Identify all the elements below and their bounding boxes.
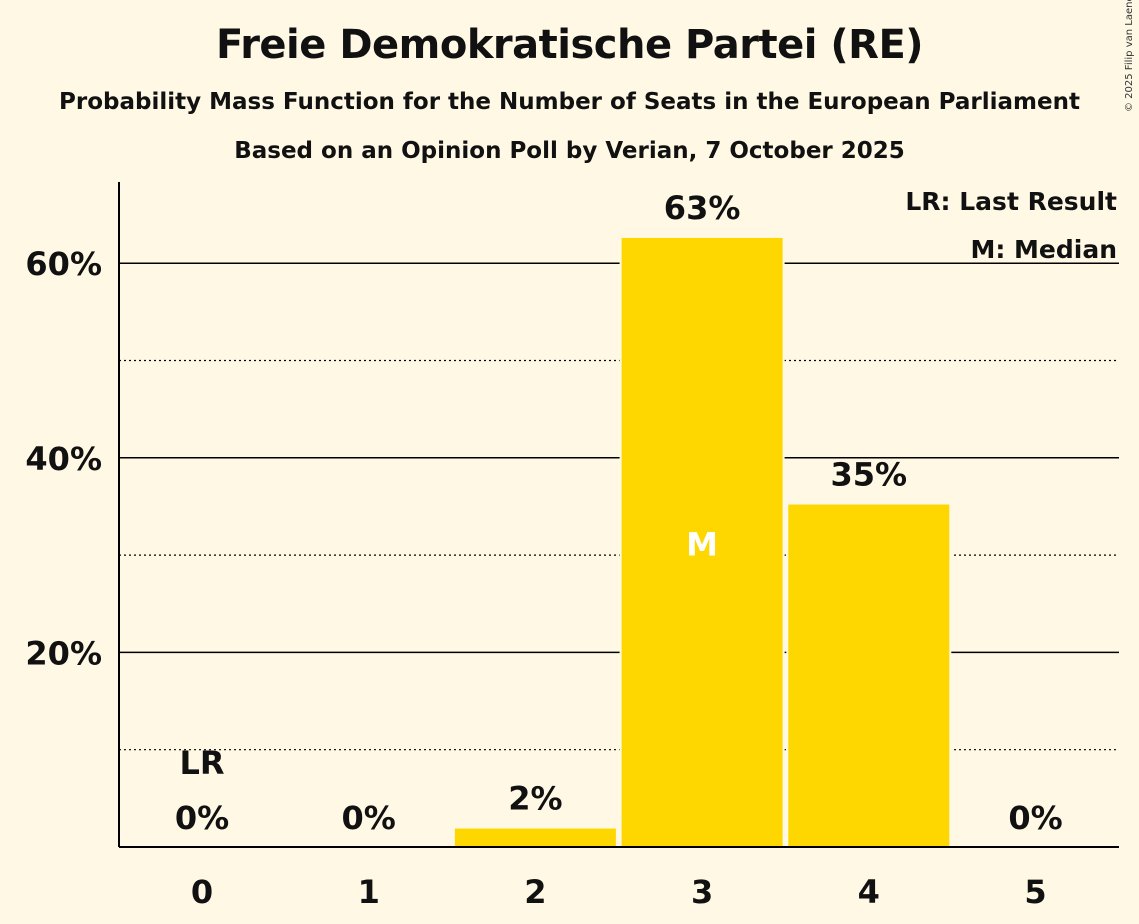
bar (452, 826, 618, 848)
bar (619, 235, 785, 848)
chart-title: Freie Demokratische Partei (RE) (215, 22, 924, 68)
x-tick-label: 5 (1024, 873, 1046, 911)
x-tick-label: 2 (524, 873, 546, 911)
bar-value-label: 35% (831, 456, 908, 494)
chart-subtitle: Probability Mass Function for the Number… (59, 89, 1080, 115)
y-tick-label: 60% (25, 245, 102, 283)
x-tick-label: 0 (191, 873, 213, 911)
chart-source-line: Based on an Opinion Poll by Verian, 7 Oc… (234, 138, 905, 164)
y-tick-label: 20% (25, 634, 102, 672)
bar-value-label: 0% (1008, 799, 1062, 837)
bar-value-label: 0% (175, 799, 229, 837)
y-tick-label: 40% (25, 440, 102, 478)
legend-entry: LR: Last Result (905, 187, 1117, 216)
x-tick-label: 4 (858, 873, 880, 911)
x-tick-label: 1 (358, 873, 380, 911)
median-marker: M (686, 525, 718, 563)
last-result-marker: LR (179, 744, 224, 782)
bar-value-label: 0% (342, 799, 396, 837)
legend-entry: M: Median (970, 235, 1117, 264)
bar-value-label: 63% (664, 189, 741, 227)
x-tick-label: 3 (691, 873, 713, 911)
bar (786, 502, 952, 848)
bar-value-label: 2% (508, 780, 562, 818)
